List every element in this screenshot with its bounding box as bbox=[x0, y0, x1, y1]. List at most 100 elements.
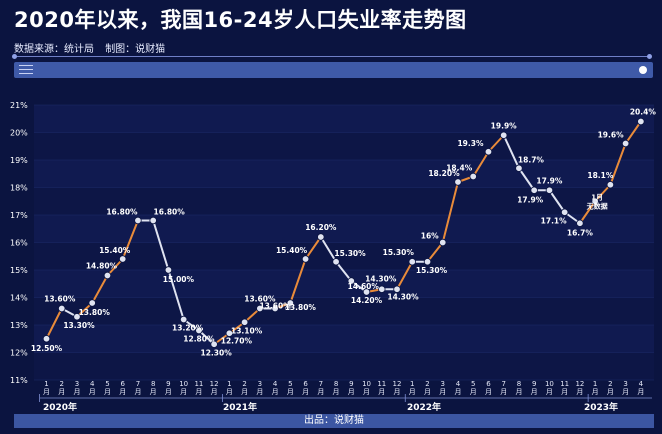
series-line-segment bbox=[319, 236, 338, 263]
data-label: 16.80% bbox=[106, 208, 138, 217]
x-tick-label: 月 bbox=[622, 388, 629, 396]
y-tick-label: 14% bbox=[10, 294, 28, 303]
series-line-segment bbox=[609, 142, 627, 186]
chart-toolbar[interactable] bbox=[14, 62, 653, 78]
x-tick-label: 月 bbox=[515, 388, 522, 396]
x-tick-label: 10 bbox=[362, 380, 371, 388]
data-label: 14.30% bbox=[365, 274, 397, 283]
annotation-label: 1月 bbox=[591, 193, 603, 201]
data-label: 14.60% bbox=[348, 282, 380, 291]
grid-band bbox=[34, 132, 654, 160]
data-point bbox=[454, 178, 462, 186]
data-point bbox=[164, 266, 173, 274]
x-tick-label: 月 bbox=[272, 388, 279, 396]
maker-label: 制图：说财猫 bbox=[105, 44, 166, 55]
data-label: 18.20% bbox=[428, 169, 460, 178]
series-line-segment bbox=[578, 200, 597, 225]
footer-bar: 出品：说财猫 bbox=[14, 414, 654, 428]
header-divider bbox=[12, 54, 652, 59]
data-point bbox=[271, 304, 279, 313]
x-tick-label: 3 bbox=[623, 380, 627, 388]
series-line-segment bbox=[426, 241, 444, 263]
x-tick-label: 月 bbox=[500, 388, 507, 396]
series-line-segment bbox=[396, 260, 414, 291]
footer-text: 出品：说财猫 bbox=[304, 415, 364, 426]
data-point bbox=[637, 117, 645, 126]
x-tick-label: 月 bbox=[58, 388, 65, 396]
x-tick-label: 月 bbox=[195, 388, 202, 396]
x-tick-label: 月 bbox=[165, 388, 172, 396]
x-tick-label: 月 bbox=[104, 388, 111, 396]
data-point bbox=[225, 329, 234, 337]
x-tick-label: 月 bbox=[241, 388, 248, 396]
data-label: 15.30% bbox=[383, 248, 415, 257]
data-label: 13.10% bbox=[231, 326, 263, 335]
x-tick-label: 月 bbox=[424, 388, 431, 396]
data-label: 15.40% bbox=[99, 246, 131, 255]
data-label: 13.60% bbox=[259, 302, 291, 311]
chart-header: 2020年以来，我国16-24岁人口失业率走势图 数据来源：统计局 制图：说财猫 bbox=[0, 0, 662, 60]
data-label: 13.30% bbox=[63, 321, 95, 330]
x-tick-label: 月 bbox=[119, 388, 126, 396]
data-label: 13.80% bbox=[79, 308, 111, 317]
series-line-segment bbox=[548, 189, 566, 214]
data-label: 17.1% bbox=[541, 216, 568, 225]
data-point bbox=[42, 335, 51, 343]
scroll-knob-icon[interactable] bbox=[639, 66, 647, 74]
data-label: 19.9% bbox=[491, 121, 518, 130]
x-tick-label: 8 bbox=[151, 380, 155, 388]
series-line-segment bbox=[91, 274, 109, 304]
data-point bbox=[210, 340, 218, 348]
data-point bbox=[134, 216, 142, 225]
data-label: 18.7% bbox=[518, 155, 545, 164]
x-tick-label: 月 bbox=[531, 388, 538, 396]
data-label: 20.4% bbox=[630, 108, 657, 117]
year-label: 2020年 bbox=[43, 401, 77, 413]
data-point bbox=[591, 197, 599, 205]
x-tick-label: 2 bbox=[608, 380, 612, 388]
x-tick-label: 月 bbox=[211, 388, 218, 396]
data-label: 16.7% bbox=[567, 228, 594, 237]
data-label: 15.00% bbox=[163, 275, 195, 284]
data-point bbox=[545, 186, 554, 194]
x-tick-label: 6 bbox=[486, 380, 491, 388]
series-line-segment bbox=[335, 260, 353, 282]
data-label: 17.9% bbox=[517, 195, 544, 204]
x-tick-label: 月 bbox=[363, 388, 370, 396]
x-tick-label: 1 bbox=[44, 380, 48, 388]
x-tick-label: 月 bbox=[89, 388, 96, 396]
data-point bbox=[393, 285, 401, 293]
data-point bbox=[73, 313, 81, 321]
data-point bbox=[439, 238, 447, 247]
series-line-segment bbox=[487, 134, 505, 153]
data-point bbox=[378, 285, 386, 293]
x-tick-label: 月 bbox=[576, 388, 583, 396]
x-tick-label: 月 bbox=[226, 388, 233, 396]
data-label: 18.1% bbox=[587, 171, 614, 180]
x-tick-label: 月 bbox=[43, 388, 50, 396]
series-line-segment bbox=[441, 181, 459, 244]
x-tick-label: 月 bbox=[546, 388, 553, 396]
data-label: 14.80% bbox=[86, 262, 118, 271]
chart-subtitle: 数据来源：统计局 制图：说财猫 bbox=[14, 40, 173, 55]
x-tick-label: 2 bbox=[242, 380, 246, 388]
x-tick-label: 月 bbox=[287, 388, 294, 396]
data-label: 12.80% bbox=[183, 335, 215, 344]
x-tick-label: 2 bbox=[425, 380, 429, 388]
data-point bbox=[347, 277, 355, 285]
chart-title: 2020年以来，我国16-24岁人口失业率走势图 bbox=[14, 8, 467, 32]
y-tick-label: 13% bbox=[10, 321, 28, 330]
data-point bbox=[88, 299, 96, 307]
data-point bbox=[149, 216, 157, 225]
data-point bbox=[515, 164, 523, 172]
y-tick-label: 18% bbox=[10, 184, 28, 193]
series-line-segment bbox=[594, 183, 612, 203]
x-tick-label: 3 bbox=[75, 380, 79, 388]
data-label: 16% bbox=[421, 232, 439, 241]
data-label: 12.50% bbox=[31, 344, 63, 353]
data-point bbox=[286, 299, 295, 307]
data-label: 13.60% bbox=[244, 295, 276, 304]
menu-icon[interactable] bbox=[19, 65, 33, 75]
x-tick-label: 月 bbox=[439, 388, 446, 396]
